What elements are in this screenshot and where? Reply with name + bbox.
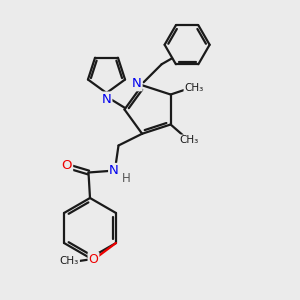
Text: O: O (88, 253, 98, 266)
Text: N: N (102, 92, 111, 106)
Text: CH₃: CH₃ (180, 135, 199, 146)
Text: H: H (122, 172, 131, 185)
Text: CH₃: CH₃ (184, 83, 204, 93)
Text: N: N (132, 77, 142, 90)
Text: O: O (62, 159, 72, 172)
Text: CH₃: CH₃ (60, 256, 79, 266)
Text: N: N (109, 164, 119, 177)
